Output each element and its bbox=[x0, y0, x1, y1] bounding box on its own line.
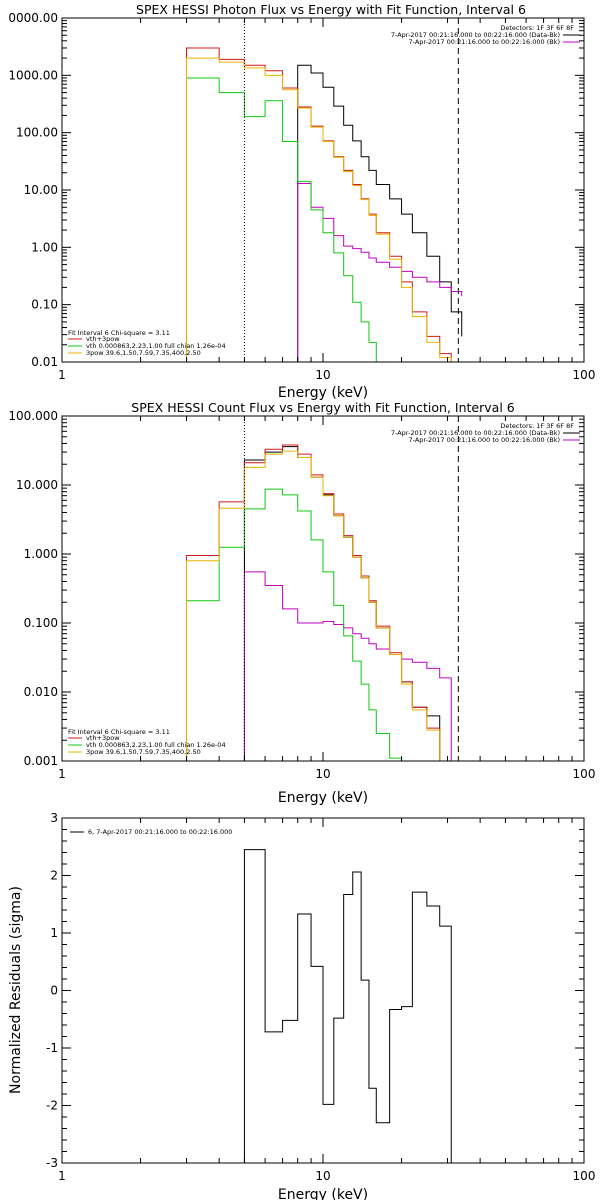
residuals-y-tick-label: -3 bbox=[46, 1156, 58, 1170]
count-x-tick-label: 100 bbox=[573, 767, 596, 781]
photon-y-tick-label: 0000.00 bbox=[8, 11, 58, 25]
residuals-legend-label: 6, 7-Apr-2017 00:21:16.000 to 00:22:16.0… bbox=[88, 828, 232, 836]
photon-y-tick-label: 0.10 bbox=[31, 298, 58, 312]
count-legend-label-2: 3pow 39.6,1.50,7.59,7.35,400,2.50 bbox=[86, 748, 201, 756]
photon-series-data-bk bbox=[297, 64, 463, 362]
count-x-tick-label: 1 bbox=[58, 767, 66, 781]
count-plot-frame bbox=[61, 415, 585, 762]
count-series-bk bbox=[243, 571, 452, 761]
residuals-x-tick-label: 10 bbox=[315, 1169, 330, 1183]
photon-header-line-bk: 7-Apr-2017 00:21:16.000 to 00:22:16.000 … bbox=[409, 38, 560, 46]
count-y-ticks: 0.001 0.010 0.100 1.000 10.000 100.000 bbox=[8, 409, 584, 768]
photon-flux-panel: SPEX HESSI Photon Flux vs Energy with Fi… bbox=[8, 2, 595, 401]
count-series-layer bbox=[186, 444, 452, 761]
photon-y-tick-label: 1000.00 bbox=[8, 68, 58, 82]
residuals-panel: 1 10 100 -3 -2 -1 0 1 2 3 Energy (keV) Normalize… bbox=[8, 811, 595, 1200]
count-y-tick-label: 0.010 bbox=[24, 685, 58, 699]
photon-fit-label: Fit Interval 6 Chi-square = 3.11 bbox=[68, 329, 170, 337]
photon-series-bk bbox=[297, 182, 463, 362]
residuals-y-tick-label: 1 bbox=[50, 926, 58, 940]
count-header-line-bk: 7-Apr-2017 00:21:16.000 to 00:22:16.000 … bbox=[409, 436, 560, 444]
photon-detectors-label: Detectors: 1F 3F 6F 8F bbox=[500, 24, 574, 32]
residuals-y-tick-label: 0 bbox=[50, 984, 58, 998]
count-detectors-label: Detectors: 1F 3F 6F 8F bbox=[500, 422, 574, 430]
count-header-block: Detectors: 1F 3F 6F 8F 7-Apr-2017 00:21:… bbox=[391, 422, 580, 444]
photon-legend-label-0: vth+3pow bbox=[86, 335, 120, 343]
residuals-plot-frame bbox=[61, 817, 585, 1164]
photon-plot-frame bbox=[61, 17, 585, 363]
photon-chart-title: SPEX HESSI Photon Flux vs Energy with Fi… bbox=[136, 2, 526, 17]
photon-legend-label-1: vth 0.000863,2.23,1.00 full chian 1.26e-… bbox=[86, 342, 226, 350]
residuals-series-layer bbox=[243, 849, 452, 1163]
residuals-x-tick-label: 100 bbox=[573, 1169, 596, 1183]
count-header-line-data: 7-Apr-2017 00:21:16.000 to 00:22:16.000 … bbox=[391, 429, 560, 437]
photon-y-tick-label: 100.00 bbox=[16, 126, 58, 140]
residuals-y-tick-label: 2 bbox=[50, 869, 58, 883]
photon-x-tick-label: 100 bbox=[573, 368, 596, 382]
count-fit-legend: Fit Interval 6 Chi-square = 3.11 vth+3po… bbox=[68, 728, 226, 756]
photon-y-tick-label: 0.01 bbox=[31, 355, 58, 369]
photon-fit-legend: Fit Interval 6 Chi-square = 3.11 vth+3po… bbox=[68, 329, 226, 357]
count-chart-title: SPEX HESSI Count Flux vs Energy with Fit… bbox=[131, 400, 514, 415]
photon-x-tick-label: 10 bbox=[315, 368, 330, 382]
photon-header-line-data: 7-Apr-2017 00:21:16.000 to 00:22:16.000 … bbox=[391, 31, 560, 39]
photon-x-axis-label: Energy (keV) bbox=[278, 385, 368, 401]
residuals-x-ticks: 1 10 100 bbox=[58, 818, 595, 1183]
count-y-tick-label: 0.001 bbox=[24, 754, 58, 768]
photon-y-ticks: 0.01 0.10 1.00 10.00 100.00 1000.00 0000.00 bbox=[8, 11, 584, 369]
count-legend-label-1: vth 0.000863,2.23,1.00 full chian 1.26e-… bbox=[86, 741, 226, 749]
photon-y-tick-label: 1.00 bbox=[31, 240, 58, 254]
residuals-y-tick-label: 3 bbox=[50, 811, 58, 825]
count-fit-label: Fit Interval 6 Chi-square = 3.11 bbox=[68, 728, 170, 736]
photon-y-tick-label: 10.00 bbox=[24, 183, 58, 197]
count-y-tick-label: 100.000 bbox=[8, 409, 58, 423]
residuals-y-tick-label: -2 bbox=[46, 1099, 58, 1113]
photon-series-layer bbox=[186, 47, 463, 362]
residuals-y-axis-label: Normalized Residuals (sigma) bbox=[8, 886, 24, 1094]
photon-header-block: Detectors: 1F 3F 6F 8F 7-Apr-2017 00:21:… bbox=[391, 24, 580, 46]
count-series-3pow bbox=[186, 450, 452, 761]
photon-vline-layer bbox=[243, 18, 459, 362]
count-legend-label-0: vth+3pow bbox=[86, 734, 120, 742]
count-x-tick-label: 10 bbox=[315, 767, 330, 781]
count-x-axis-label: Energy (keV) bbox=[278, 790, 368, 806]
photon-legend-label-2: 3pow 39.6,1.50,7.59,7.35,400,2.50 bbox=[86, 349, 201, 357]
residuals-x-tick-label: 1 bbox=[58, 1169, 66, 1183]
residuals-series-residuals bbox=[243, 849, 452, 1163]
photon-x-tick-label: 1 bbox=[58, 368, 66, 382]
count-y-tick-label: 1.000 bbox=[24, 547, 58, 561]
count-x-ticks: 1 10 100 bbox=[58, 416, 595, 781]
residuals-x-axis-label: Energy (keV) bbox=[278, 1187, 368, 1200]
residuals-legend: 6, 7-Apr-2017 00:21:16.000 to 00:22:16.0… bbox=[70, 828, 232, 836]
count-vline-layer bbox=[243, 416, 459, 761]
photon-series-3pow bbox=[186, 57, 452, 362]
count-series-vth bbox=[186, 488, 403, 761]
count-y-tick-label: 10.000 bbox=[16, 478, 58, 492]
count-flux-panel: SPEX HESSI Count Flux vs Energy with Fit… bbox=[8, 400, 595, 806]
residuals-y-tick-label: -1 bbox=[46, 1041, 58, 1055]
count-y-tick-label: 0.100 bbox=[24, 616, 58, 630]
